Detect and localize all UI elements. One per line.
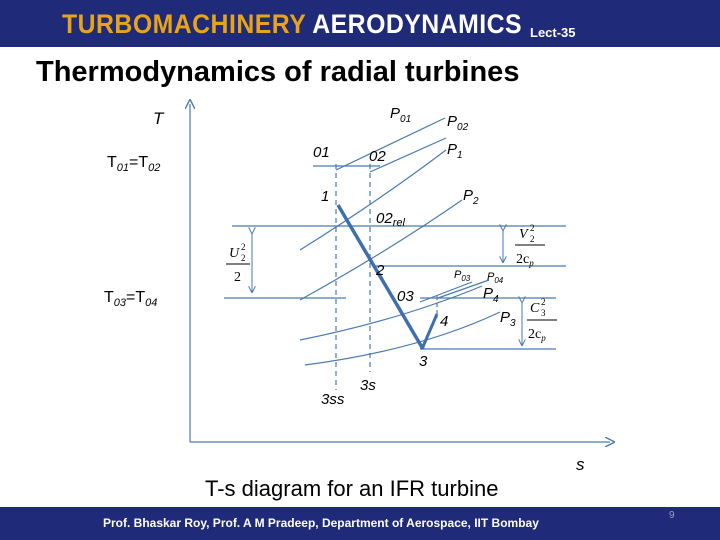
isobar-p3 [304,311,501,366]
v2-denominator: 2cp [516,252,534,268]
c3-den-sub: p [540,333,546,343]
v2-den-main: 2c [516,252,529,267]
isobar-label-p1: P1 [447,141,463,161]
state-label-4: 4 [440,313,448,330]
course-title: TURBOMACHINERY AERODYNAMICS [62,9,522,40]
course-title-part1: TURBOMACHINERY [62,9,306,39]
t02-sub: 02 [148,162,160,174]
c3-numerator: C [530,301,540,316]
p2-p: P [463,187,473,204]
u2-letter: U [229,246,240,261]
fraction-u2-squared-over-2: U 2 2 2 [226,242,250,285]
state-label-03: 03 [397,288,414,305]
isobar-p02 [369,137,447,173]
fraction-v2-squared-over-2cp: V 2 2 2cp [515,223,545,268]
isobar-label-p02: P02 [447,113,469,133]
p04-sub: 04 [494,276,503,285]
process-line-3-4 [420,313,439,350]
v2-den-sub: p [528,258,534,268]
footer-bar [0,507,720,540]
header-bar [0,0,720,47]
isobar-p2 [299,199,463,301]
axis-t-label: T [153,109,165,128]
u2-denominator: 2 [234,270,241,285]
lecture-number: Lect-35 [530,25,576,40]
p03-sub: 03 [461,274,470,283]
isobar-label-p01: P01 [390,105,411,125]
fraction-c3-squared-over-2cp: C 2 3 2cp [527,297,557,343]
u2-subscript: 2 [241,253,246,263]
p1-sub: 1 [457,150,463,161]
p02-sub: 02 [457,122,469,133]
state-02rel-main: 02 [376,210,393,227]
c3-subscript: 3 [541,308,546,318]
t01-t: T [107,154,117,171]
v2-superscript: 2 [530,223,535,233]
state-02rel-sub: rel [393,217,406,229]
p3-sub: 3 [510,318,516,329]
t04-sub: 04 [145,297,157,309]
state-label-1: 1 [321,188,329,205]
p03-p: P [454,269,462,281]
state-label-2: 2 [375,262,385,279]
p01-sub: 01 [400,114,411,125]
isobar-p01 [335,117,446,171]
state-label-3: 3 [419,353,428,370]
v2-subscript: 2 [530,234,535,244]
isobar-label-p04: P04 [487,271,504,285]
diagram-caption: T-s diagram for an IFR turbine [205,476,499,501]
slide-title: Thermodynamics of radial turbines [36,56,520,88]
p01-p: P [390,105,400,122]
label-t03-t04: T03=T04 [104,289,157,309]
p1-p: P [447,141,457,158]
footer-credits: Prof. Bhaskar Roy, Prof. A M Pradeep, De… [103,516,539,530]
isobar-p4 [299,285,483,341]
isobar-label-p3: P3 [500,309,516,329]
isobar-p03 [419,281,473,303]
process-line-1-2-3 [336,204,425,350]
u2-numerator: U [229,246,240,261]
label-t01-t02: T01=T02 [107,154,160,174]
v2-numerator: V [519,227,529,242]
p3-p: P [500,309,510,326]
isobar-label-p03: P03 [454,269,471,283]
p2-sub: 2 [472,196,479,207]
state-label-3ss: 3ss [321,391,345,408]
isobar-label-p2: P2 [463,187,479,207]
isobar-p1 [299,149,447,251]
state-label-3s: 3s [360,377,376,394]
axis-s-label: s [576,455,585,474]
c3-den-main: 2c [528,327,541,342]
page-number: 9 [669,510,675,521]
t01-sub: 01 [117,162,129,174]
isobar-label-p4: P4 [483,285,499,305]
c3-superscript: 2 [541,297,546,307]
p4-sub: 4 [493,294,499,305]
course-title-part2: AERODYNAMICS [312,9,523,39]
t03-sub: 03 [114,297,127,309]
state-label-01: 01 [313,144,330,161]
u2-superscript: 2 [241,242,246,252]
state-label-02rel: 02rel [376,210,405,229]
state-label-02: 02 [369,148,386,165]
isobar-p04 [437,279,490,299]
c3-denominator: 2cp [528,327,546,343]
p02-p: P [447,113,457,130]
t01-equals: =T [129,154,148,171]
p4-p: P [483,285,493,302]
t03-equals: =T [126,289,145,306]
p04-p: P [487,271,495,283]
t03-t: T [104,289,114,306]
